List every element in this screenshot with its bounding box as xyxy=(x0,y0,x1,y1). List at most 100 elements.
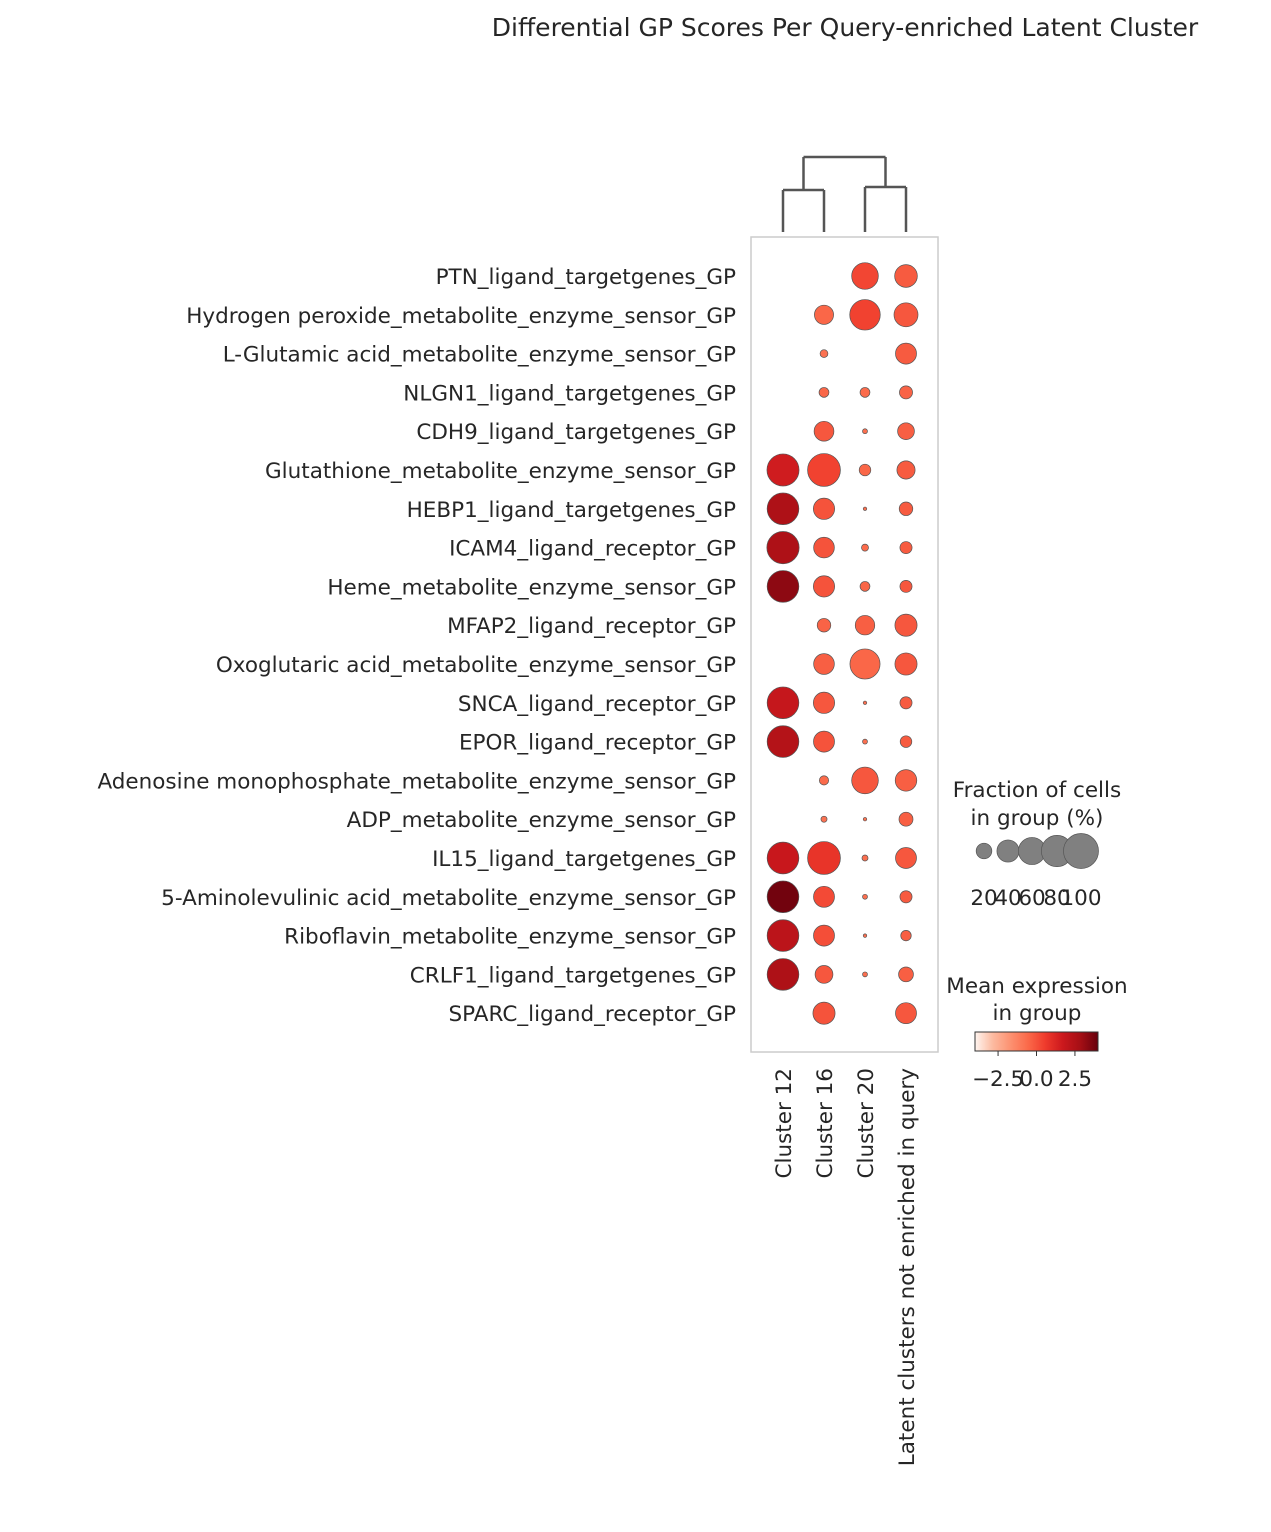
dot-marker xyxy=(766,570,800,603)
dot-marker xyxy=(898,501,914,516)
dot-marker xyxy=(816,618,832,633)
row-label: Heme_metabolite_enzyme_sensor_GP xyxy=(327,575,736,600)
column-labels: Cluster 12 Cluster 16 Cluster 20 Latent clu… xyxy=(772,1068,920,1466)
row-label: ADP_metabolite_enzyme_sensor_GP xyxy=(347,808,736,833)
row-label: CRLF1_ligand_targetgenes_GP xyxy=(410,963,736,988)
row-label: L-Glutamic acid_metabolite_enzyme_sensor… xyxy=(223,343,736,368)
dot-marker xyxy=(894,652,918,676)
row-labels: PTN_ligand_targetgenes_GP Hydrogen peroxi… xyxy=(97,265,736,1027)
column-label: Cluster 16 xyxy=(813,1068,838,1179)
size-legend-title: in group (%) xyxy=(971,806,1104,831)
row-label: SNCA_ligand_receptor_GP xyxy=(458,692,736,717)
dot-marker xyxy=(807,841,841,875)
size-legend-label: 80 xyxy=(1043,886,1070,911)
dot-marker xyxy=(861,543,869,552)
dot-marker xyxy=(862,738,868,745)
dot-marker xyxy=(813,691,835,714)
dot-marker xyxy=(899,696,913,710)
row-label: HEBP1_ligand_targetgenes_GP xyxy=(407,498,736,523)
colorbar-tick-label: 2.5 xyxy=(1058,1067,1092,1092)
dot-marker xyxy=(813,497,835,520)
dot-marker xyxy=(766,958,800,991)
size-legend-label: 40 xyxy=(994,886,1021,911)
colorbar xyxy=(974,1031,1099,1052)
dot-marker xyxy=(862,817,868,822)
dot-marker xyxy=(812,1001,836,1025)
size-legend-marker xyxy=(996,839,1020,863)
row-label: NLGN1_ligand_targetgenes_GP xyxy=(403,381,736,406)
dot-marker xyxy=(862,893,868,900)
dot-marker xyxy=(766,453,800,487)
dot-marker xyxy=(814,304,834,325)
dot-marker xyxy=(862,506,868,511)
dot-marker xyxy=(895,342,917,365)
size-legend-label: 20 xyxy=(970,886,997,911)
row-label: EPOR_ligand_receptor_GP xyxy=(459,731,736,756)
dot-marker xyxy=(813,885,835,908)
dot-marker xyxy=(849,299,881,331)
dot-marker xyxy=(897,422,915,440)
dot-marker xyxy=(899,735,913,748)
color-legend-title: Mean expression xyxy=(946,974,1127,999)
plot-frame xyxy=(750,236,939,1053)
row-label: ICAM4_ligand_receptor_GP xyxy=(449,537,736,562)
dot-marker xyxy=(813,653,835,675)
dot-marker xyxy=(899,579,913,593)
dot-marker xyxy=(813,575,835,598)
dot-marker xyxy=(894,264,918,288)
dot-marker xyxy=(854,615,876,636)
column-label: Cluster 20 xyxy=(854,1068,879,1179)
row-label: 5-Aminolevulinic acid_metabolite_enzyme_… xyxy=(161,886,736,911)
colorbar-tick-label: 0.0 xyxy=(1019,1067,1053,1092)
row-label: Glutathione_metabolite_enzyme_sensor_GP xyxy=(265,459,736,484)
dot-marker xyxy=(766,492,800,525)
dot-marker xyxy=(766,919,800,952)
dot-marker xyxy=(862,971,868,978)
chart-title: Differential GP Scores Per Query-enriche… xyxy=(492,13,1199,42)
row-label: MFAP2_ligand_receptor_GP xyxy=(447,614,736,639)
dots xyxy=(766,262,919,1025)
dot-marker xyxy=(813,924,835,947)
dot-marker xyxy=(862,428,868,435)
dot-marker xyxy=(898,966,914,983)
row-label: SPARC_ligand_receptor_GP xyxy=(449,1002,736,1027)
dendrogram xyxy=(781,155,908,232)
dot-marker xyxy=(820,815,828,823)
dot-marker xyxy=(862,700,868,705)
dot-marker xyxy=(899,890,913,904)
dot-marker xyxy=(858,463,872,477)
dot-marker xyxy=(766,686,800,720)
dot-marker xyxy=(766,725,800,758)
dot-marker xyxy=(851,766,879,795)
dot-marker xyxy=(814,965,834,984)
dot-marker xyxy=(849,648,881,680)
row-label: Adenosine monophosphate_metabolite_enzym… xyxy=(97,769,736,794)
row-label: CDH9_ligand_targetgenes_GP xyxy=(416,420,736,445)
size-legend-marker xyxy=(1063,833,1099,869)
dot-marker xyxy=(859,387,871,398)
dot-marker xyxy=(819,775,829,786)
dot-marker xyxy=(895,1002,917,1025)
dot-marker xyxy=(813,536,835,559)
row-label: Oxoglutaric acid_metabolite_enzyme_senso… xyxy=(216,653,736,678)
dot-marker xyxy=(859,581,871,592)
dot-marker xyxy=(895,847,917,869)
column-label: Cluster 12 xyxy=(772,1068,797,1179)
dot-marker xyxy=(813,730,835,753)
dot-marker xyxy=(894,613,918,637)
row-label: PTN_ligand_targetgenes_GP xyxy=(436,265,736,290)
colorbar-tick-label: −2.5 xyxy=(972,1067,1024,1092)
dot-marker xyxy=(851,262,879,290)
dot-marker xyxy=(898,811,914,827)
size-legend-title: Fraction of cells xyxy=(953,778,1121,803)
dot-marker xyxy=(818,387,830,398)
column-label: Latent clusters not enriched in query xyxy=(895,1068,920,1466)
size-legend-label: 60 xyxy=(1018,886,1045,911)
dot-marker xyxy=(894,769,918,792)
dot-marker xyxy=(819,349,829,358)
dot-marker xyxy=(900,929,912,942)
row-label: Riboflavin_metabolite_enzyme_sensor_GP xyxy=(284,925,736,950)
